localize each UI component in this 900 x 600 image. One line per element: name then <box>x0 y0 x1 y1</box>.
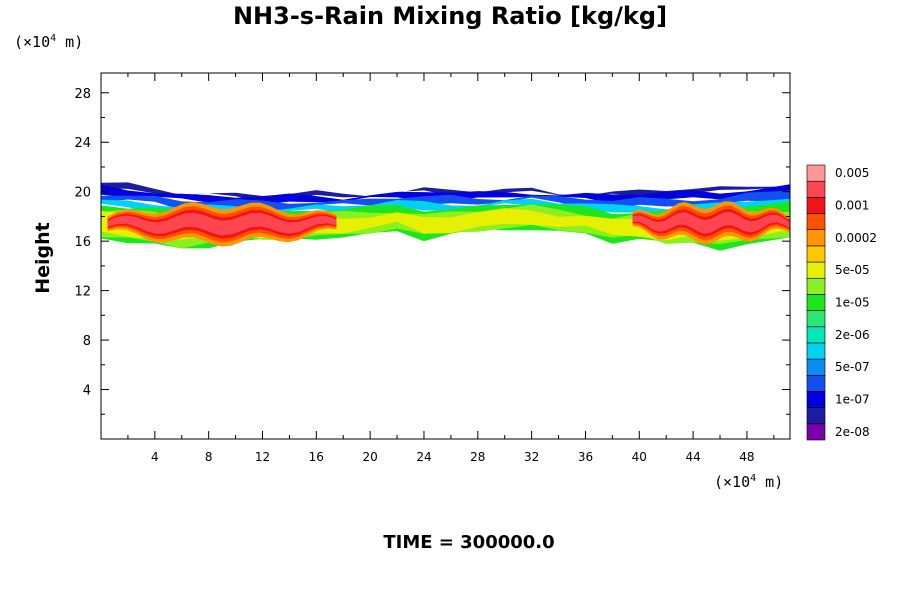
colorbar-swatch <box>806 197 826 214</box>
core-contour <box>107 212 337 236</box>
colorbar-swatch <box>806 407 826 425</box>
colorbar-swatch <box>806 310 826 328</box>
x-axis-unit: (×104 m) <box>714 473 783 491</box>
x-tick-label: 28 <box>470 450 485 464</box>
x-axis: 4 8 12 16 20 24 28 32 36 40 44 48 <box>127 73 775 464</box>
x-tick-label: 44 <box>685 450 700 464</box>
y-tick-label: 12 <box>74 285 91 300</box>
colorbar-swatch <box>806 164 826 182</box>
colorbar-swatch <box>806 342 826 360</box>
colorbar-label: 5e-07 <box>835 360 870 374</box>
x-tick-label: 36 <box>578 450 593 464</box>
x-tick-label: 8 <box>205 450 213 464</box>
colorbar-swatch <box>806 294 826 311</box>
colorbar-swatch <box>806 277 826 295</box>
y-tick-label: 8 <box>83 334 91 349</box>
x-tick-label: 32 <box>524 450 539 464</box>
x-tick-label: 16 <box>309 450 324 464</box>
y-tick-label: 4 <box>83 384 91 399</box>
colorbar-swatch <box>806 326 826 344</box>
y-axis-unit: (×104 m) <box>14 33 83 51</box>
colorbar-swatch <box>806 374 826 392</box>
x-unit-suffix: m) <box>756 473 784 491</box>
y-unit-prefix: (×10 <box>14 33 51 51</box>
chart-title: NH3-s-Rain Mixing Ratio [kg/kg] <box>232 2 668 30</box>
colorbar-label: 1e-05 <box>835 296 870 310</box>
y-tick-label: 16 <box>74 235 91 250</box>
colorbar-label: 5e-05 <box>835 263 870 277</box>
colorbar-swatch <box>806 423 826 441</box>
y-tick-label: 28 <box>74 87 91 102</box>
colorbar-label: 1e-07 <box>835 393 870 407</box>
colorbar-label: 0.0002 <box>835 231 877 245</box>
colorbar-swatch <box>806 358 826 376</box>
y-unit-exponent: 4 <box>50 33 57 44</box>
colorbar-swatch <box>806 245 826 263</box>
mixing-ratio-field <box>101 182 790 251</box>
y-axis: 4 8 12 16 20 24 28 <box>74 87 790 415</box>
colorbar-label: 0.005 <box>835 166 869 180</box>
colorbar: 2e-08 1e-07 5e-07 2e-06 1e-05 5e-05 0.0002 0.00… <box>806 164 877 441</box>
core-contour <box>632 212 790 234</box>
colorbar-label: 2e-06 <box>835 328 870 342</box>
x-tick-label: 12 <box>255 450 270 464</box>
x-tick-label: 4 <box>151 450 159 464</box>
x-tick-label: 40 <box>632 450 647 464</box>
x-tick-label: 20 <box>363 450 378 464</box>
x-tick-label: 24 <box>416 450 431 464</box>
colorbar-swatch <box>806 261 826 279</box>
y-unit-suffix: m) <box>56 33 84 51</box>
plot-frame <box>100 72 791 440</box>
x-unit-exponent: 4 <box>750 473 757 484</box>
x-unit-prefix: (×10 <box>714 473 751 491</box>
x-tick-label: 48 <box>739 450 754 464</box>
colorbar-label: 0.001 <box>835 198 869 212</box>
time-label: TIME = 300000.0 <box>383 532 555 553</box>
colorbar-swatch <box>806 180 826 198</box>
colorbar-swatch <box>806 213 826 231</box>
colorbar-label: 2e-08 <box>835 425 870 439</box>
colorbar-swatch <box>806 229 826 247</box>
y-tick-label: 20 <box>74 186 91 201</box>
y-tick-label: 24 <box>74 136 91 151</box>
colorbar-swatch <box>806 391 826 408</box>
